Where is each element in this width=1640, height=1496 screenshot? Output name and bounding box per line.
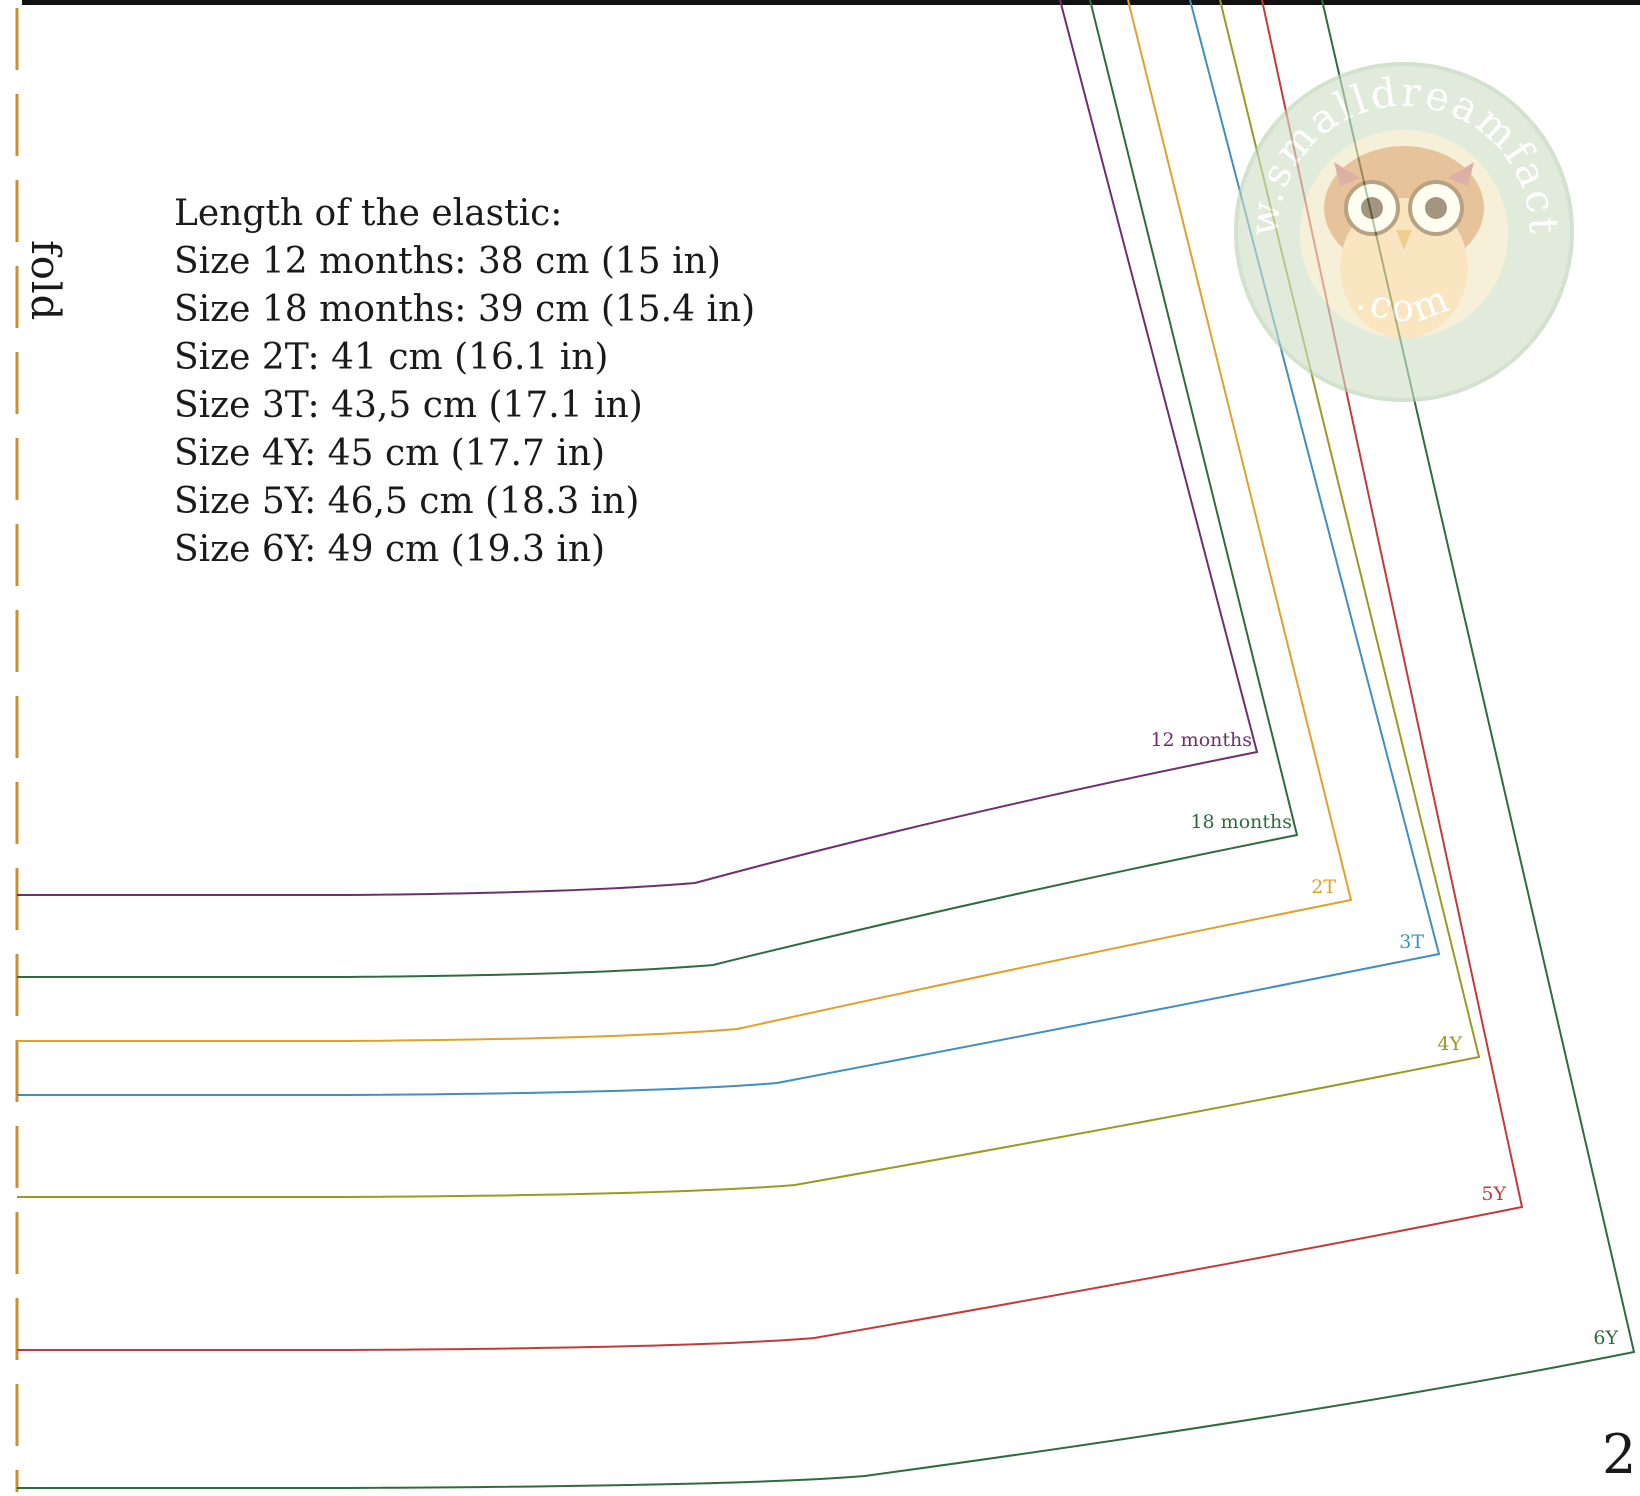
elastic-line: Size 12 months: 38 cm (15 in) [174,241,721,282]
size-outline [17,0,1353,1042]
elastic-line: Size 18 months: 39 cm (15.4 in) [174,289,756,330]
size-label: 12 months [1150,729,1252,751]
size-label: 6Y [1593,1327,1618,1349]
size-outline [17,0,1441,1096]
top-border-line [22,0,1640,5]
elastic-line: Size 4Y: 45 cm (17.7 in) [174,433,606,474]
fold-label: fold [22,240,68,322]
smalldreamfactory-watermark: www.smalldreamfactory .com [1211,22,1578,406]
size-label: 3T [1399,931,1424,953]
size-outline [17,0,1481,1198]
size-label: 4Y [1437,1033,1462,1055]
elastic-line: Size 3T: 43,5 cm (17.1 in) [174,385,643,426]
size-outline [17,0,1259,896]
size-outline [17,0,1636,1489]
page-number: 2 [1602,1423,1637,1486]
elastic-length-table: Length of the elastic: Size 12 months: 3… [174,190,755,574]
size-outline [17,0,1299,978]
elastic-line: Size 2T: 41 cm (16.1 in) [174,337,609,378]
elastic-title: Length of the elastic: [174,193,563,234]
size-outlines [17,0,1636,1489]
elastic-line: Size 5Y: 46,5 cm (18.3 in) [174,481,640,522]
size-labels: 12 months 18 months 2T 3T 4Y 5Y 6Y [1150,729,1618,1349]
size-label: 5Y [1481,1183,1506,1205]
size-outline [17,0,1524,1351]
size-label: 18 months [1190,811,1292,833]
size-label: 2T [1311,876,1336,898]
elastic-line: Size 6Y: 49 cm (19.3 in) [174,529,606,570]
